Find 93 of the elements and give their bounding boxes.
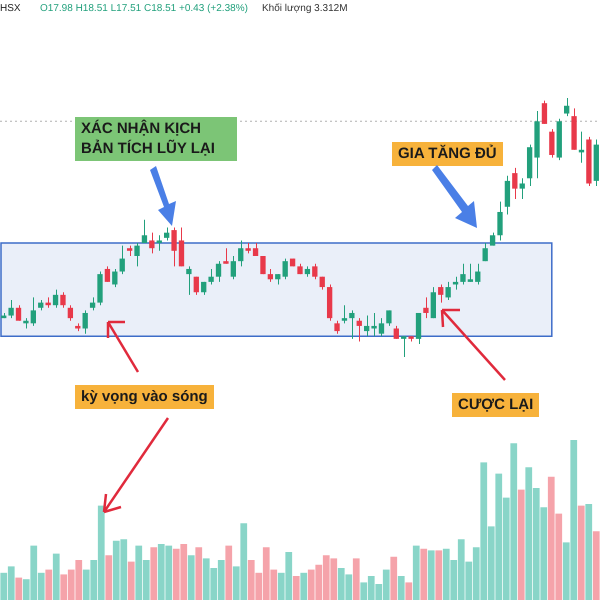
candlestick [452, 276, 458, 290]
candlestick [512, 167, 518, 200]
candlestick [438, 284, 444, 304]
text: CƯỢC LẠI [452, 393, 540, 417]
bar [518, 490, 525, 600]
candlestick [120, 245, 125, 275]
candlestick [156, 234, 162, 252]
bar [420, 548, 428, 600]
candlestick [216, 260, 222, 282]
candlestick [208, 268, 214, 285]
candlestick [482, 242, 488, 262]
candlestick [282, 258, 288, 280]
annotation: XÁC NHẬN KỊCH BẢN TÍCH LŨY LẠI [75, 117, 237, 161]
bar [225, 546, 232, 600]
candlestick [542, 100, 548, 124]
bar [292, 576, 300, 600]
bar [195, 547, 202, 600]
candlestick [16, 304, 22, 322]
candlestick [30, 296, 36, 326]
candlestick [186, 266, 192, 296]
bar [585, 504, 592, 600]
candlestick [520, 178, 525, 200]
candlestick [112, 268, 118, 288]
bar [105, 555, 112, 600]
candlestick [349, 310, 355, 340]
candlestick [468, 263, 474, 282]
candlestick [8, 300, 14, 319]
candlestick [134, 242, 140, 267]
candlestick [223, 248, 229, 264]
bar [592, 531, 600, 600]
candlestick [371, 312, 377, 337]
candlestick [82, 310, 88, 334]
candlestick [490, 232, 496, 246]
candlestick [126, 245, 132, 256]
bar [188, 555, 195, 600]
text: Khối lượng 3.312M [262, 2, 348, 16]
candlestick [445, 281, 451, 301]
candlestick [304, 266, 310, 278]
candlestick [23, 318, 29, 330]
candlestick [238, 240, 244, 267]
candlestick [104, 266, 110, 282]
text: HSX [0, 2, 21, 16]
candlestick [364, 315, 370, 337]
candlestick [342, 304, 348, 324]
bar [352, 558, 360, 600]
candlestick [275, 274, 280, 285]
candlestick [334, 320, 340, 334]
bar [128, 562, 135, 600]
candlestick [245, 242, 251, 254]
candlestick [386, 310, 392, 326]
bar [390, 556, 398, 600]
candlestick [320, 276, 325, 290]
candlestick [401, 336, 406, 358]
text: O17.98 H18.51 L17.51 C18.51 +0.43 (+2.38%) [40, 2, 248, 16]
candlestick [356, 318, 362, 342]
candlestick [45, 296, 51, 308]
candlestick [312, 263, 318, 280]
bar [412, 546, 420, 600]
candlestick [164, 227, 170, 241]
candlestick [194, 276, 199, 296]
candlestick [268, 268, 274, 282]
candlestick [564, 98, 570, 117]
bar [300, 572, 308, 600]
bar [398, 576, 405, 600]
candlestick [90, 296, 96, 311]
bar [150, 547, 158, 600]
candlestick [201, 281, 206, 296]
bar [15, 578, 22, 600]
candlestick [578, 131, 584, 164]
bar [52, 554, 60, 600]
candlestick [549, 128, 555, 158]
candlestick [142, 219, 148, 244]
bar [578, 506, 585, 600]
candlestick [52, 289, 58, 308]
candlestick [460, 263, 466, 285]
bar [45, 570, 52, 600]
candlestick [475, 263, 480, 285]
candlestick [252, 242, 258, 256]
text: kỳ vọng vào sóng [75, 385, 214, 409]
candlestick [68, 304, 74, 322]
candlestick [230, 255, 236, 280]
annotation: GIA TĂNG ĐỦ [392, 142, 503, 166]
candlestick [497, 201, 503, 241]
candlestick [378, 318, 384, 337]
candlestick [394, 325, 399, 340]
bar [435, 550, 442, 600]
bar [405, 582, 412, 600]
bar [428, 550, 435, 600]
candlestick [149, 232, 155, 254]
candlestick [423, 296, 429, 319]
candlestick [60, 292, 66, 308]
candlestick [171, 227, 177, 267]
candlestick [38, 300, 44, 311]
